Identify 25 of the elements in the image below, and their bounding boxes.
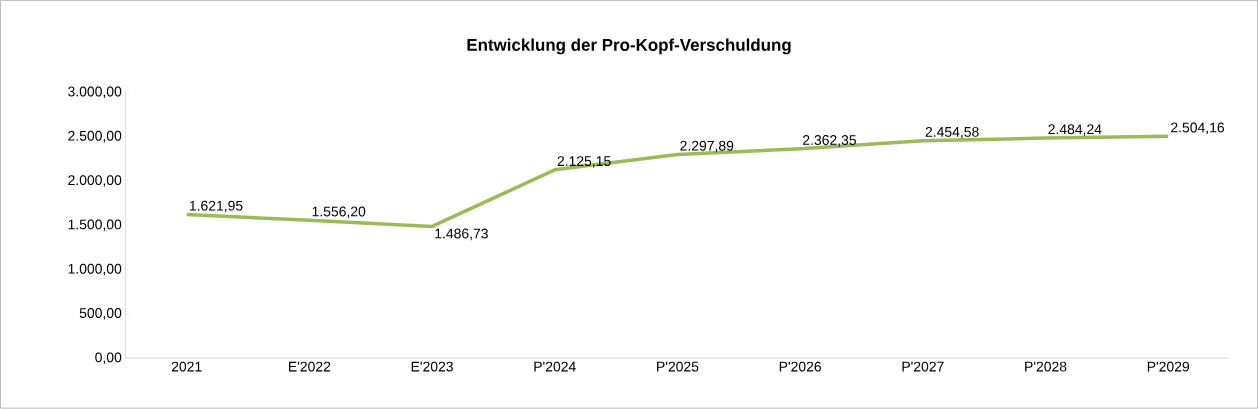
data-label: 1.486,73 (435, 228, 488, 241)
y-tick-label: 3.000,00 (68, 86, 122, 99)
x-tick-label: P'2026 (779, 361, 821, 372)
data-label: 1.556,20 (312, 206, 366, 219)
data-label: 1.621,95 (189, 200, 243, 213)
x-tick-label: E'2023 (411, 361, 453, 372)
y-tick-label: 500,00 (79, 308, 122, 320)
x-tick-label: E'2022 (289, 361, 331, 372)
data-label: 2.504,16 (1171, 122, 1225, 135)
y-tick-label: 2.500,00 (68, 131, 122, 143)
data-label: 2.484,24 (1048, 124, 1102, 137)
x-tick-label: P'2027 (902, 361, 944, 372)
x-tick-label: P'2025 (657, 361, 699, 372)
chart-title: Entwicklung der Pro-Kopf-Verschuldung (467, 38, 791, 55)
y-tick-label: 1.000,00 (68, 264, 122, 276)
data-label: 2.297,89 (680, 141, 734, 153)
y-tick-label: 0,00 (95, 352, 122, 365)
data-label: 2.362,35 (803, 135, 856, 147)
y-tick-label: 1.500,00 (68, 219, 122, 232)
x-tick-label: P'2024 (534, 361, 576, 372)
y-tick-label: 2.000,00 (68, 175, 122, 187)
x-tick-label: P'2029 (1147, 361, 1190, 372)
data-label: 2.454,58 (925, 127, 979, 139)
x-tick-label: 2021 (171, 361, 202, 372)
x-tick-label: P'2028 (1025, 361, 1067, 372)
